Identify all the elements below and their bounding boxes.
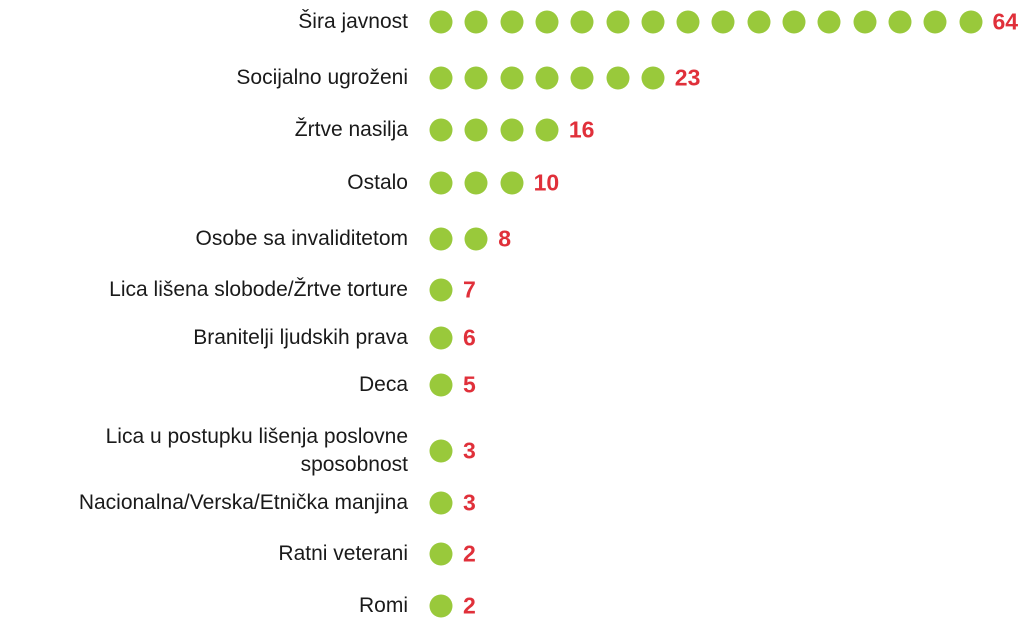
dot (570, 66, 594, 90)
value-label: 3 (463, 489, 476, 516)
dot (500, 118, 524, 142)
value-label: 23 (674, 64, 701, 91)
value-label: 3 (463, 437, 476, 464)
dot (464, 118, 488, 142)
category-label: Ostalo (347, 171, 408, 194)
value-label: 10 (533, 169, 560, 196)
dot (429, 542, 453, 566)
dot (464, 66, 488, 90)
value-label: 2 (463, 540, 476, 567)
dot (606, 10, 629, 34)
dot (429, 227, 453, 251)
value-label: 6 (463, 324, 476, 351)
dot (641, 66, 665, 90)
dot (535, 66, 559, 90)
category-label: Osobe sa invaliditetom (195, 227, 408, 250)
dot (429, 278, 453, 302)
dot (500, 66, 524, 90)
category-label: Nacionalna/Verska/Etnička manjina (78, 491, 408, 514)
value-label: 8 (498, 225, 512, 252)
category-label: Ratni veterani (278, 542, 408, 565)
dot (464, 227, 488, 251)
dot (429, 66, 453, 90)
dot (429, 10, 453, 34)
value-label: 16 (568, 116, 595, 143)
dot (747, 10, 771, 34)
category-label: Žrtve nasilja (294, 118, 408, 141)
category-label: Deca (358, 373, 408, 396)
dot (464, 171, 488, 195)
dot (429, 171, 453, 195)
dot (711, 10, 735, 34)
dot (429, 491, 453, 515)
dot (535, 10, 559, 34)
dot (959, 10, 982, 34)
dot (429, 594, 453, 618)
dot (464, 10, 488, 34)
dot (676, 10, 700, 34)
dot (429, 439, 453, 463)
dot (641, 10, 665, 34)
dot (500, 10, 524, 34)
category-label: Socijalno ugroženi (236, 66, 408, 89)
dot (888, 10, 912, 34)
dot (429, 118, 453, 142)
value-label: 7 (463, 276, 476, 303)
category-label: Branitelji ljudskih prava (193, 326, 408, 349)
category-label: Šira javnost (298, 10, 408, 33)
dot (606, 66, 629, 90)
dot (429, 326, 453, 350)
category-label: Romi (358, 594, 408, 617)
value-label: 2 (463, 592, 476, 619)
dot (853, 10, 877, 34)
dot (500, 171, 524, 195)
dot (570, 10, 594, 34)
dot (535, 118, 559, 142)
value-label: 5 (463, 371, 476, 398)
value-label: 64 (992, 8, 1019, 35)
dot (429, 373, 453, 397)
dot (923, 10, 947, 34)
category-label: Lica lišena slobode/Žrtve torture (109, 278, 408, 301)
dot (817, 10, 841, 34)
category-label: Lica u postupku lišenja poslovne sposobn… (105, 425, 408, 476)
dot (782, 10, 806, 34)
